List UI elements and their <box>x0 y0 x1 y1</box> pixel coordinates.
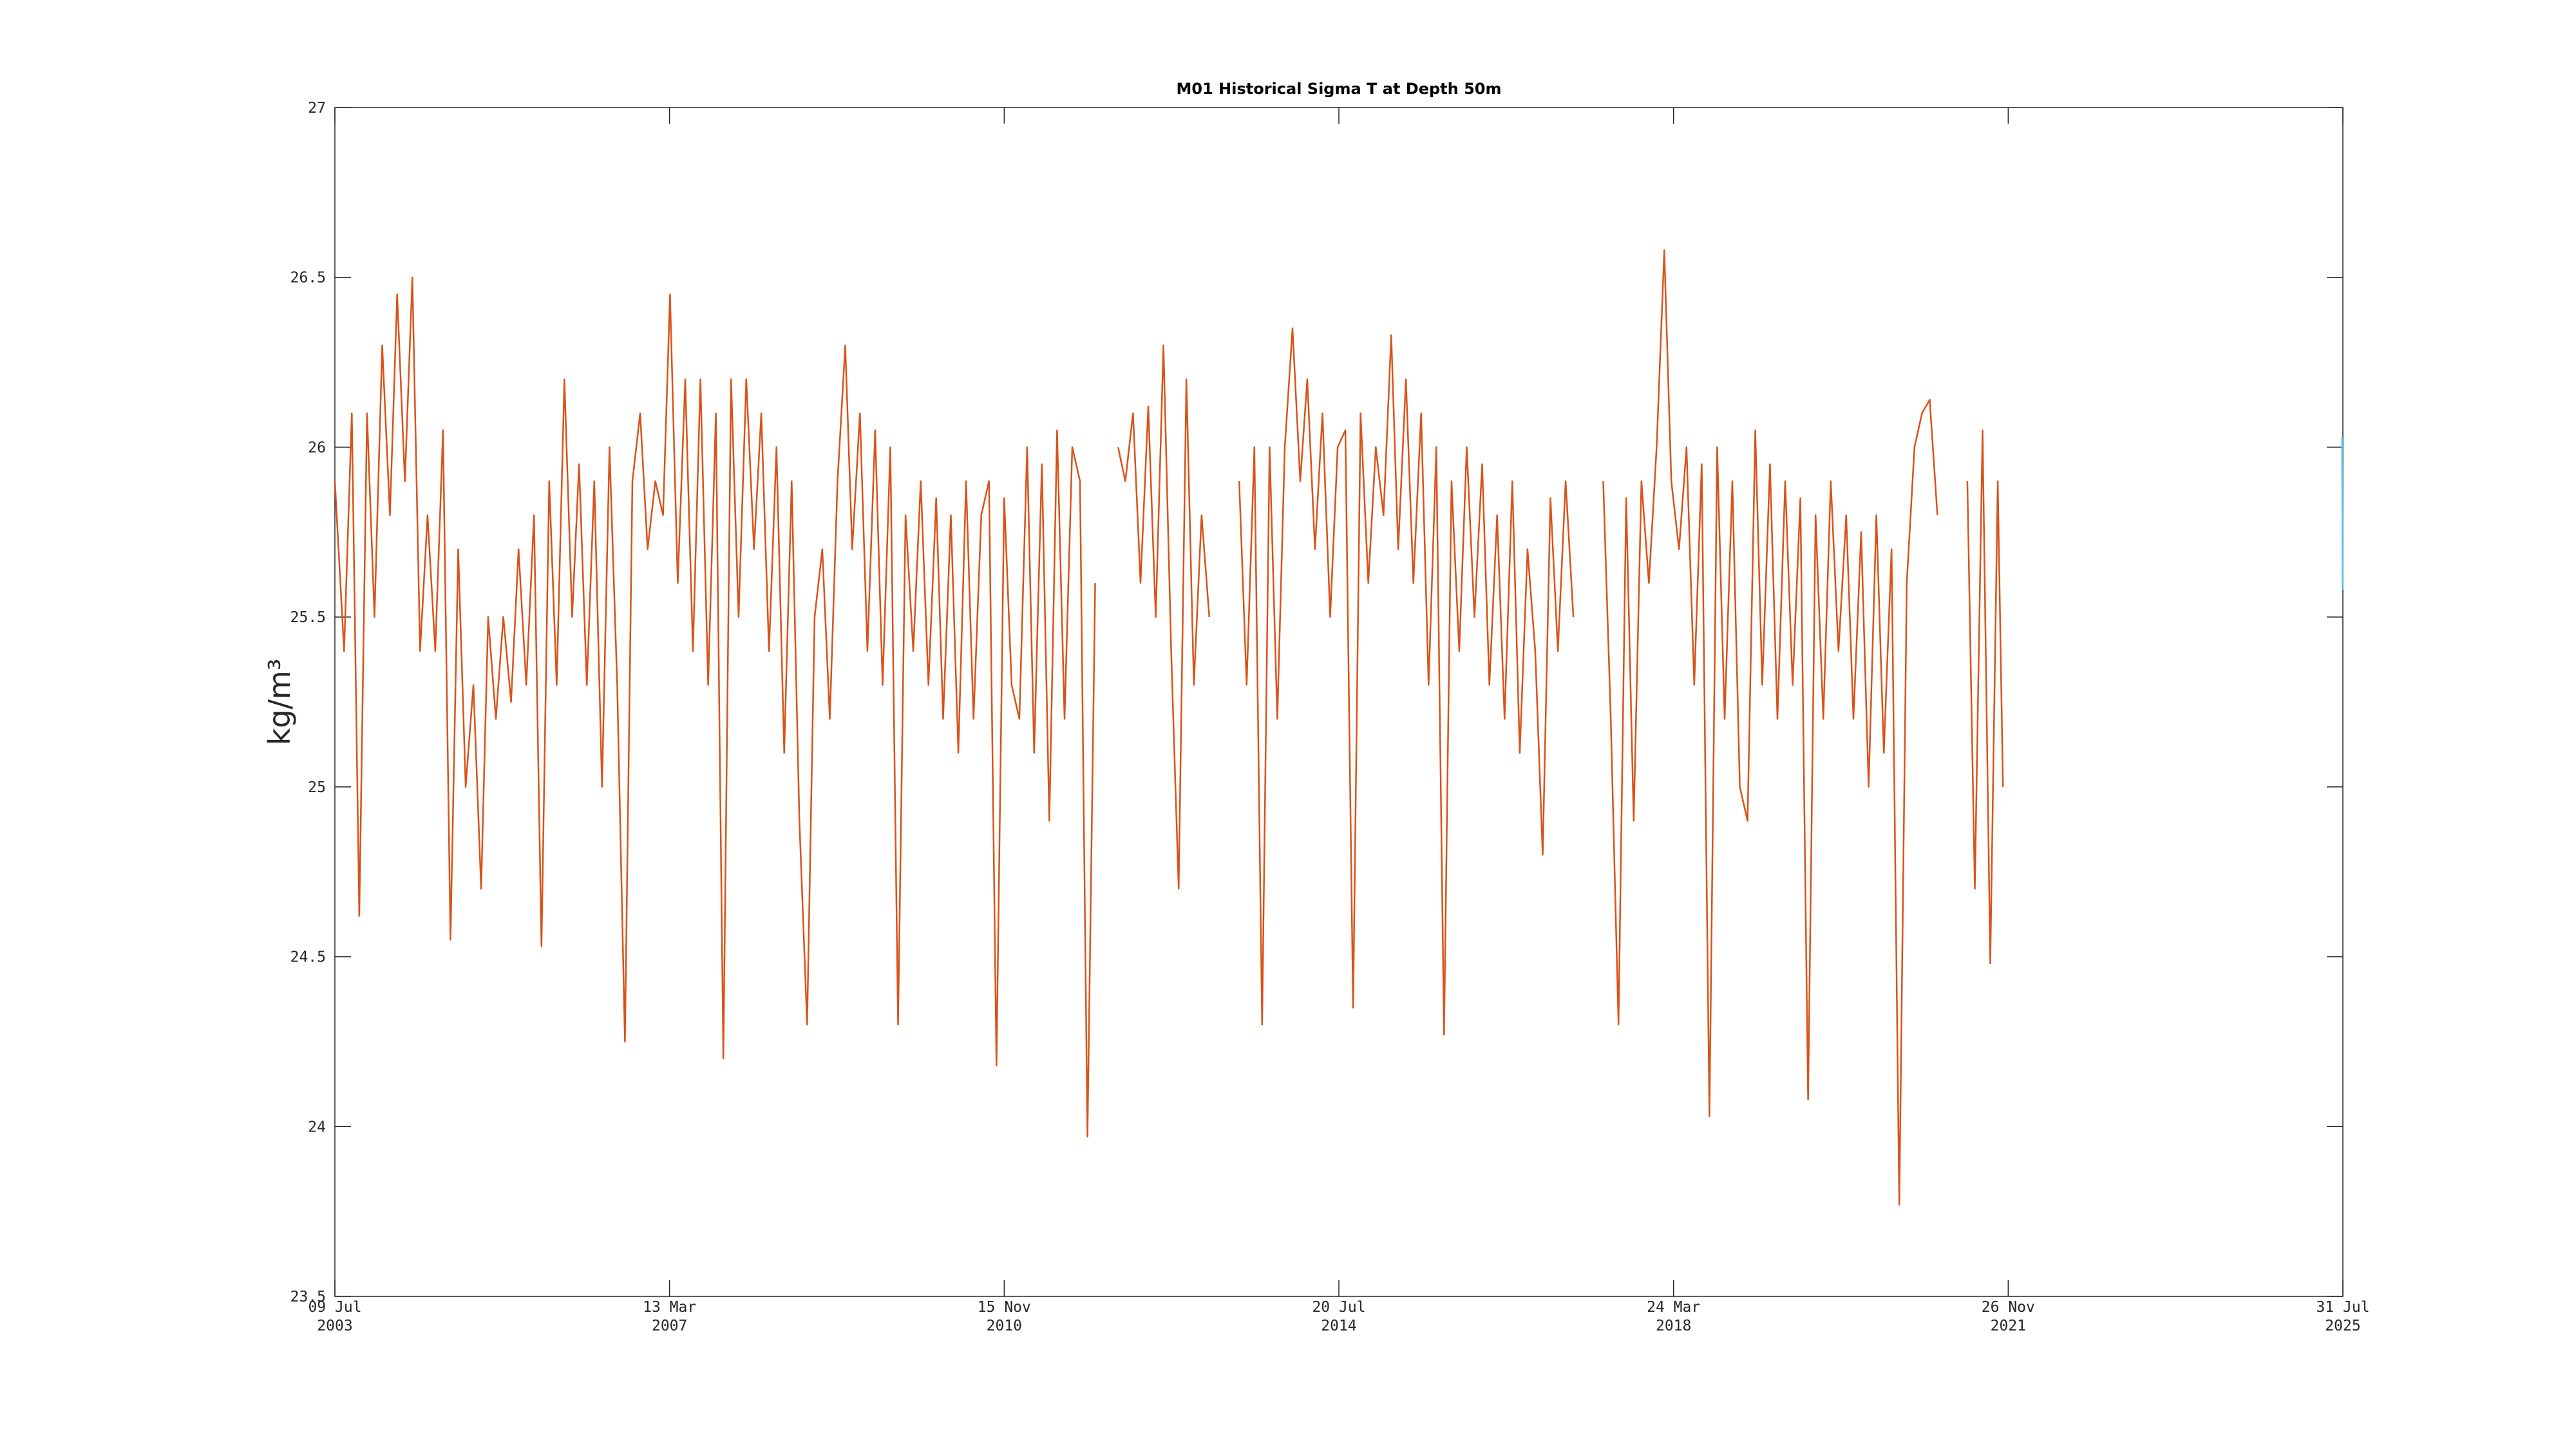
plot-area <box>334 107 2344 1297</box>
x-tick-label: 13 Mar 2007 <box>643 1299 696 1334</box>
x-tick-label-line: 15 Nov <box>978 1299 1031 1316</box>
x-tick-label-line: 2014 <box>1321 1318 1356 1334</box>
x-tick-label-line: 26 Nov <box>1982 1299 2035 1316</box>
x-tick-label-line: 2021 <box>1991 1318 2026 1334</box>
data-line <box>334 249 2004 1206</box>
x-tick-label-line: 2007 <box>652 1318 687 1334</box>
y-tick-label: 25 <box>308 779 326 796</box>
y-tick-label: 27 <box>308 100 326 117</box>
x-tick-label-line: 13 Mar <box>643 1299 696 1316</box>
x-tick-label-line: 2010 <box>987 1318 1022 1334</box>
x-tick-label: 26 Nov 2021 <box>1982 1299 2035 1334</box>
x-tick-label: 15 Nov 2010 <box>978 1299 1031 1334</box>
y-tick-label: 26 <box>308 439 326 456</box>
x-tick-label: 31 Jul 2025 <box>2316 1299 2369 1334</box>
x-tick-label: 20 Jul 2014 <box>1312 1299 1365 1334</box>
y-tick-label: 24.5 <box>290 949 326 966</box>
y-tick-label: 23.5 <box>290 1289 326 1305</box>
x-tick-label-line: 2018 <box>1656 1318 1691 1334</box>
chart-title: M01 Historical Sigma T at Depth 50m <box>1177 80 1502 98</box>
y-tick-label: 24 <box>308 1119 326 1135</box>
data-line <box>2341 437 2344 590</box>
y-axis-label: kg/m³ <box>262 659 297 746</box>
x-tick-label-line: 20 Jul <box>1312 1299 1365 1316</box>
x-tick-label-line: 2025 <box>2325 1318 2360 1334</box>
x-tick-label-line: 31 Jul <box>2316 1299 2369 1316</box>
x-tick-label: 24 Mar 2018 <box>1647 1299 1700 1334</box>
y-tick-label: 26.5 <box>290 270 326 287</box>
x-tick-label-line: 24 Mar <box>1647 1299 1700 1316</box>
x-tick-label-line: 2003 <box>317 1318 352 1334</box>
y-tick-label: 25.5 <box>290 609 326 626</box>
x-tick-label-line: 09 Jul <box>308 1299 361 1316</box>
x-tick-label: 09 Jul 2003 <box>308 1299 361 1334</box>
